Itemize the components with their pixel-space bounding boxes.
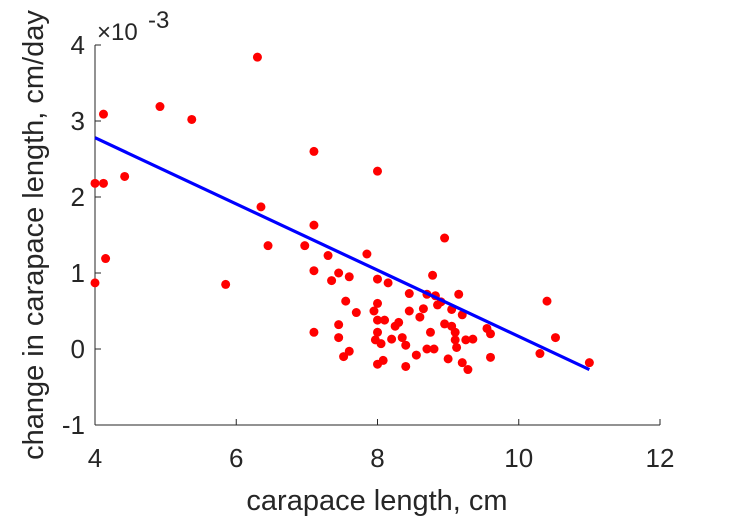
y-multiplier-base: ×10 [97, 19, 138, 46]
data-point [429, 344, 439, 354]
data-point [404, 306, 414, 316]
y-multiplier: ×10 -3 [97, 7, 169, 46]
data-point [550, 333, 560, 343]
data-point [120, 171, 130, 181]
data-point [373, 315, 382, 325]
y-tick-label: 1 [71, 258, 85, 288]
data-points [90, 52, 594, 375]
data-point [452, 342, 462, 352]
data-point [457, 358, 467, 368]
data-point [450, 327, 460, 337]
data-point [440, 319, 450, 329]
data-point [98, 109, 108, 119]
data-point [334, 320, 344, 330]
data-point [334, 333, 344, 343]
data-point [90, 178, 100, 188]
x-tick-label: 4 [88, 443, 102, 473]
data-point [373, 298, 382, 308]
data-point [454, 289, 464, 299]
data-point [252, 52, 262, 62]
fit-line-layer [94, 136, 591, 371]
data-point [401, 361, 411, 371]
data-point [187, 114, 197, 124]
data-point [404, 289, 414, 299]
data-point [440, 233, 450, 243]
data-point [90, 278, 100, 288]
x-axis-title: carapace length, cm [246, 485, 507, 517]
data-point [256, 202, 266, 212]
data-point [101, 254, 111, 264]
data-point [155, 102, 165, 112]
data-point [327, 276, 337, 286]
y-axis-title: change in carapace length, cm/day [18, 10, 50, 460]
y-tick-label: -1 [62, 410, 85, 440]
data-point [334, 268, 344, 278]
fit-line [94, 136, 591, 371]
data-point [397, 333, 407, 343]
data-point [411, 350, 421, 360]
data-point [344, 272, 354, 282]
y-multiplier-exponent: -3 [148, 7, 169, 34]
data-point [373, 327, 382, 337]
data-point [373, 166, 382, 176]
data-point [418, 304, 428, 314]
data-point [468, 334, 478, 344]
data-point [422, 344, 432, 354]
x-tick-label: 6 [229, 443, 243, 473]
data-point [309, 220, 319, 230]
data-point [323, 251, 333, 261]
data-point [383, 278, 393, 288]
data-point [309, 266, 319, 276]
data-point [380, 315, 390, 325]
data-point [373, 274, 382, 284]
x-tick-label: 10 [504, 443, 533, 473]
data-point [401, 340, 411, 350]
x-ticks: 4 6 8 10 12 [88, 419, 675, 473]
data-point [369, 306, 379, 316]
data-point [450, 335, 460, 345]
data-point [461, 335, 471, 345]
data-point [339, 352, 349, 362]
data-point [309, 146, 319, 156]
data-point [378, 355, 388, 365]
y-tick-label: 0 [71, 334, 85, 364]
data-point [309, 327, 319, 337]
data-point [542, 296, 552, 306]
y-tick-label: 3 [71, 106, 85, 136]
data-point [428, 270, 438, 280]
y-tick-label: 2 [71, 182, 85, 212]
data-point [415, 312, 425, 322]
data-point [584, 358, 594, 368]
data-point [221, 279, 231, 289]
x-tick-label: 8 [370, 443, 384, 473]
data-point [463, 365, 473, 375]
data-point [387, 334, 397, 344]
data-point [376, 339, 386, 349]
data-point [300, 241, 310, 251]
data-point [263, 241, 273, 251]
data-point [535, 349, 545, 359]
data-point [98, 178, 108, 188]
data-point [351, 308, 361, 318]
data-point [425, 327, 435, 337]
x-tick-label: 12 [646, 443, 675, 473]
data-point [486, 352, 495, 362]
data-point [344, 346, 354, 356]
data-point [443, 354, 453, 364]
data-point [486, 329, 495, 339]
y-ticks: -1 0 1 2 3 4 [62, 30, 101, 440]
y-tick-label: 4 [71, 30, 85, 60]
data-point [394, 317, 404, 327]
data-point [362, 249, 372, 259]
data-point [341, 296, 351, 306]
